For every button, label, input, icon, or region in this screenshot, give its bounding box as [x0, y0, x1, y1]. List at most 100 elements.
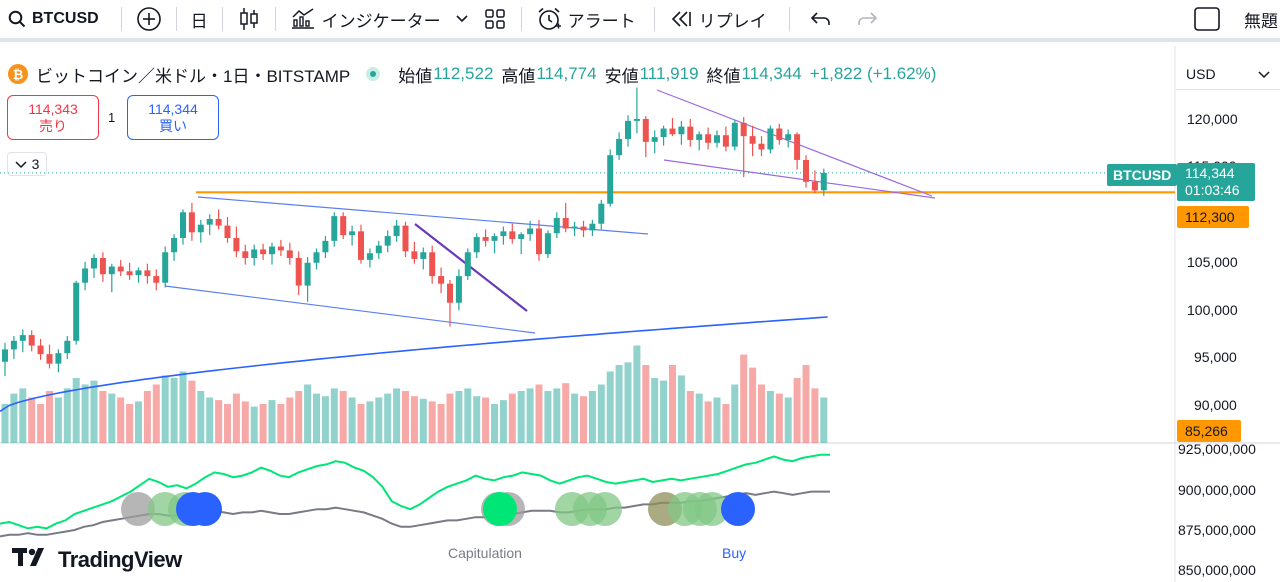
volume-bar: [366, 401, 374, 443]
layouts-button[interactable]: [475, 0, 515, 38]
candle-body: [473, 237, 480, 253]
replay-button[interactable]: リプレイ: [661, 0, 775, 38]
tradingview-logo-icon: [12, 546, 52, 573]
high-label: 高値: [501, 66, 536, 86]
open-label: 始値: [398, 66, 433, 86]
candle-body: [375, 245, 382, 254]
volume-bar: [81, 384, 89, 443]
tradingview-logo[interactable]: TradingView: [12, 546, 182, 573]
candle-body: [776, 128, 783, 140]
price-scale-label: 120,000: [1187, 111, 1238, 127]
indicators-button[interactable]: インジケーター: [282, 0, 449, 38]
toolbar-divider: [653, 7, 655, 31]
alert-button[interactable]: アラート: [528, 0, 644, 38]
volume-bar: [135, 401, 142, 443]
volume-bar: [72, 378, 80, 443]
low-value: 111,919: [639, 64, 699, 83]
volume-bar: [793, 378, 801, 443]
undo-button[interactable]: [796, 0, 846, 38]
chart-canvas[interactable]: [0, 46, 1280, 582]
volume-bar: [37, 404, 45, 443]
volume-bar: [624, 362, 632, 443]
candlestick-icon: [237, 6, 261, 32]
candle-body: [73, 282, 80, 341]
fullscreen-button[interactable]: [1174, 0, 1240, 38]
ticker-tag: BTCUSD: [1107, 164, 1178, 186]
volume-bar: [126, 404, 134, 443]
candle-body: [527, 228, 534, 235]
square-icon: [1194, 7, 1220, 31]
candle-body: [37, 345, 44, 355]
candle-body: [46, 354, 53, 364]
symbol-search-button[interactable]: BTCUSD: [0, 0, 107, 38]
signal-dot: [695, 492, 729, 526]
volume-bar: [455, 391, 463, 443]
volume-bar: [802, 365, 810, 443]
candle-body: [286, 250, 293, 258]
chart-legend: ₿ ビットコイン／米ドル・1日・BITSTAMP 始値 112,522 高値 1…: [8, 60, 936, 88]
price-scale-label: 95,000: [1194, 349, 1237, 365]
sell-button[interactable]: 114,343 売り: [7, 95, 99, 140]
candle-body: [2, 349, 8, 362]
volume-bar: [197, 391, 205, 443]
buy-button[interactable]: 114,344 買い: [127, 95, 219, 140]
candle-body: [126, 271, 133, 276]
indicator-templates-button[interactable]: [449, 0, 475, 38]
volume-bar: [241, 401, 249, 443]
volume-bar: [695, 393, 703, 443]
candle-body: [393, 225, 400, 237]
currency-select[interactable]: USD: [1180, 60, 1276, 88]
candle-body: [820, 172, 827, 191]
candle-body: [340, 216, 347, 236]
low-label: 安値: [604, 66, 639, 86]
layout-name-button[interactable]: 無題: [1240, 0, 1280, 38]
volume-bar: [206, 397, 214, 443]
volume-bar: [571, 393, 579, 443]
candle-body: [803, 159, 809, 182]
candle-body: [811, 181, 818, 191]
candle-body: [651, 137, 658, 142]
volume-bar: [597, 384, 605, 443]
chart-type-button[interactable]: [229, 0, 269, 38]
volume-bar: [161, 375, 169, 443]
volume-bar: [321, 396, 329, 443]
volume-bar: [606, 371, 614, 443]
volume-bar: [117, 397, 125, 443]
candle-body: [55, 353, 62, 364]
capitulation-annotation: Capitulation: [448, 545, 522, 561]
toolbar-divider: [120, 7, 122, 31]
sell-label: 売り: [39, 117, 67, 134]
volume-bar: [402, 391, 409, 443]
volume-bar: [677, 375, 685, 443]
volume-bar: [215, 400, 223, 443]
candle-body: [518, 234, 525, 239]
oscillator-scale-label: 850,000,000: [1178, 562, 1256, 578]
candle-body: [28, 335, 35, 346]
candle-body: [135, 270, 142, 276]
volume-bar: [10, 393, 18, 443]
interval-button[interactable]: 日: [183, 0, 216, 38]
current-price-label: 114,344 01:03:46: [1177, 163, 1255, 201]
volume-bar: [820, 397, 828, 443]
compare-button[interactable]: [128, 0, 170, 38]
moving-average-line: [0, 316, 828, 412]
candle-body: [171, 238, 178, 253]
market-status-icon[interactable]: [366, 67, 381, 81]
candle-body: [705, 134, 712, 143]
candle-body: [420, 252, 427, 259]
candle-body: [455, 276, 462, 303]
candle-body: [571, 226, 578, 229]
symbol-title[interactable]: ビットコイン／米ドル・1日・BITSTAMP: [36, 66, 351, 86]
bitcoin-logo-icon: ₿: [8, 64, 28, 84]
redo-button[interactable]: [846, 0, 888, 38]
indicators-collapse-button[interactable]: 3: [7, 152, 47, 176]
candle-body: [722, 135, 729, 147]
candle-body: [215, 218, 222, 226]
candle-body: [767, 128, 774, 150]
channel-lower-trendline: [164, 285, 536, 334]
candle-body: [224, 225, 231, 238]
indicators-label: インジケーター: [321, 11, 441, 31]
candle-body: [313, 252, 320, 263]
volume-bar: [410, 396, 418, 443]
horizontal-level-label: 112,300: [1177, 206, 1249, 228]
